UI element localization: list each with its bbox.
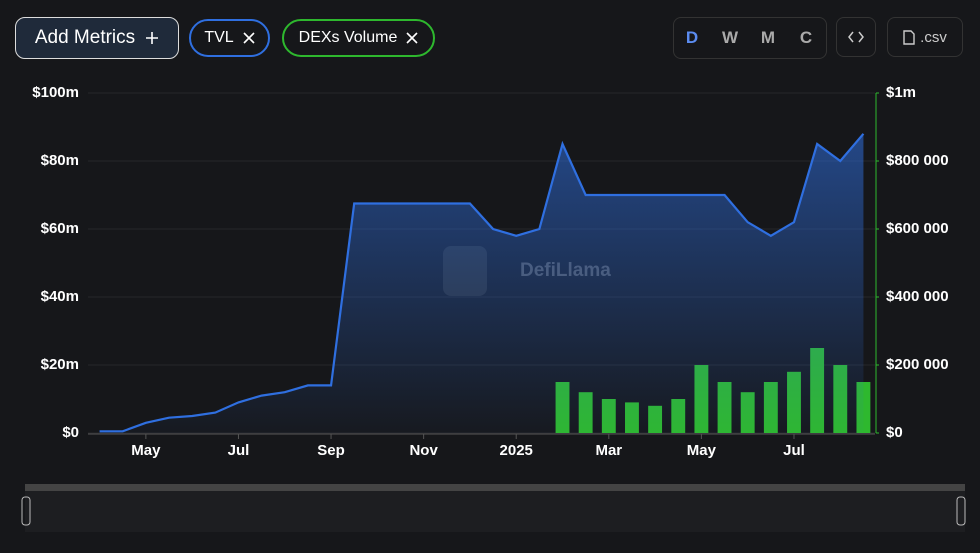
y-tick-label: $40m <box>41 288 79 305</box>
x-tick-label: Nov <box>409 442 438 459</box>
y2-tick-label: $800 000 <box>886 152 949 169</box>
close-icon <box>243 32 255 44</box>
y2-tick-label: $0 <box>886 424 903 441</box>
x-tick-label: May <box>687 442 717 459</box>
csv-button[interactable]: .csv <box>887 17 963 57</box>
bar <box>578 392 593 433</box>
y2-tick-label: $1m <box>886 84 916 101</box>
y2-tick-label: $200 000 <box>886 356 949 373</box>
x-tick-label: Jul <box>783 442 805 459</box>
file-icon <box>903 29 915 45</box>
y-tick-label: $20m <box>41 356 79 373</box>
plus-icon <box>146 32 159 44</box>
bar <box>671 399 686 433</box>
bar <box>601 399 616 433</box>
bar <box>810 348 825 433</box>
period-button[interactable]: W <box>721 28 739 47</box>
period-button[interactable]: D <box>685 28 699 47</box>
period-group <box>673 17 827 59</box>
brush-bar <box>25 484 965 491</box>
x-tick-label: May <box>131 442 161 459</box>
line <box>99 133 865 433</box>
bar <box>717 382 732 433</box>
y-tick-label: $60m <box>41 220 79 237</box>
y2-tick-label: $600 000 <box>886 220 949 237</box>
x-tick-label: Mar <box>595 442 622 459</box>
add-metrics-label: Add Metrics <box>34 27 136 48</box>
y2-tick-label: $400 000 <box>886 288 949 305</box>
csv-label: .csv <box>920 28 947 46</box>
area <box>99 133 864 434</box>
x-tick-label: Sep <box>317 442 345 459</box>
bar <box>856 382 871 433</box>
add-metrics-button[interactable]: Add Metrics <box>15 17 179 59</box>
x-tick-label: 2025 <box>500 442 533 459</box>
bar <box>787 371 801 433</box>
embed-button[interactable] <box>836 17 876 57</box>
y-tick-label: $80m <box>41 152 79 169</box>
tvl-chip[interactable]: TVL <box>189 19 270 57</box>
code-icon <box>848 31 864 43</box>
x-tick-label: Jul <box>228 442 250 459</box>
bar <box>694 365 709 433</box>
brush-handle <box>21 496 31 526</box>
bar <box>625 402 639 433</box>
bar <box>833 365 848 433</box>
bar <box>648 405 663 433</box>
brush-area <box>25 484 965 532</box>
dex-chip[interactable]: DEXs Volume <box>282 19 435 57</box>
y-tick-label: $100m <box>32 84 79 101</box>
close-icon <box>406 32 418 44</box>
watermark-logo <box>443 246 487 296</box>
bar <box>763 382 778 433</box>
period-button[interactable]: C <box>799 28 813 47</box>
y-tick-label: $0 <box>62 424 79 441</box>
brush-handle <box>956 496 966 526</box>
bar <box>555 382 570 433</box>
period-button[interactable]: M <box>760 28 776 47</box>
watermark: DefiLlama <box>520 260 611 281</box>
dex-chip-label: DEXs Volume <box>298 29 398 46</box>
tvl-chip-label: TVL <box>204 29 234 46</box>
bar <box>740 392 755 433</box>
